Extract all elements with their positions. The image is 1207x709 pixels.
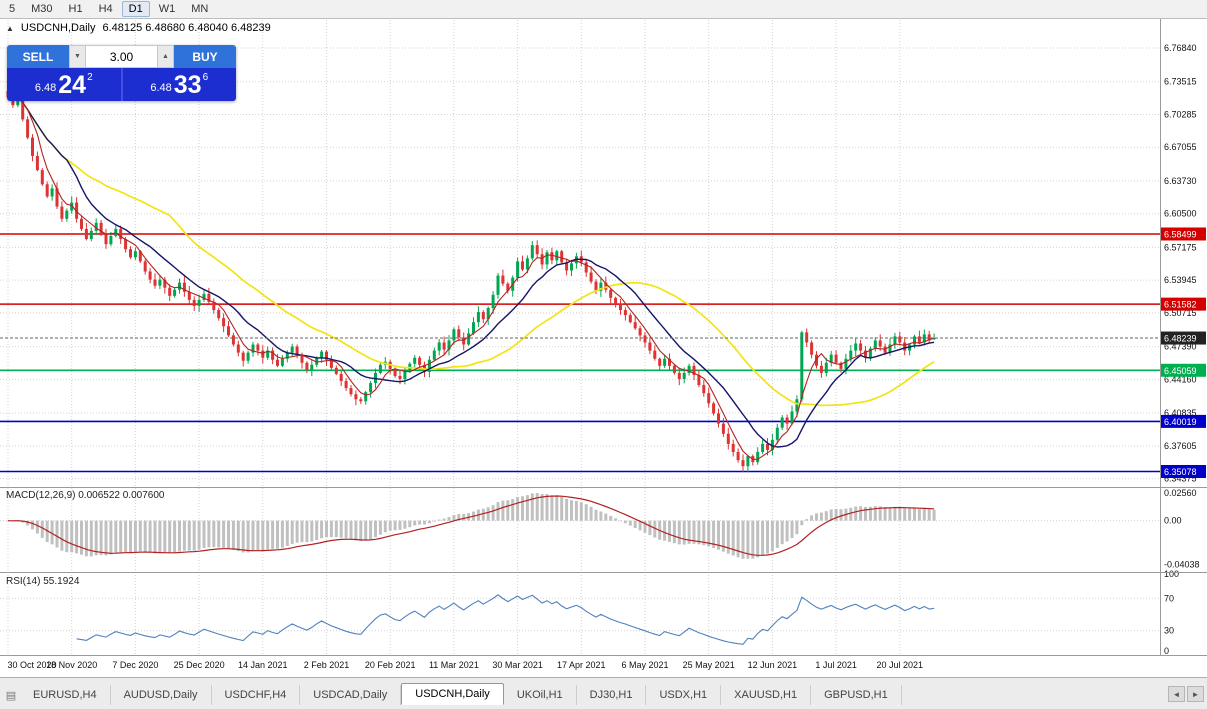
macd-indicator-label: MACD(12,26,9) 0.006522 0.007600 [6, 490, 165, 501]
lot-increase-button[interactable]: ▲ [157, 45, 174, 68]
svg-text:6.63730: 6.63730 [1164, 176, 1197, 186]
timeframe-button-w1[interactable]: W1 [158, 3, 176, 15]
ask-price-prefix: 6.48 [150, 82, 172, 94]
svg-text:6.34375: 6.34375 [1164, 474, 1197, 484]
trade-controls-row: SELL ▼ 3.00 ▲ BUY [7, 45, 236, 68]
svg-text:25 Dec 2020: 25 Dec 2020 [174, 660, 225, 670]
bid-price-prefix: 6.48 [34, 82, 57, 94]
svg-text:6.50715: 6.50715 [1164, 308, 1197, 318]
ask-price-button[interactable]: 6.48 33 6 [123, 68, 237, 101]
chart-header: ▲ USDCNH,Daily 6.48125 6.48680 6.48040 6… [6, 22, 271, 34]
tab-list-icon[interactable]: ▤ [5, 689, 17, 702]
svg-text:30 Mar 2021: 30 Mar 2021 [492, 660, 543, 670]
svg-text:0: 0 [1164, 646, 1169, 656]
bid-price-button[interactable]: 6.48 24 2 [7, 68, 121, 101]
svg-text:11 Mar 2021: 11 Mar 2021 [429, 660, 479, 670]
lot-decrease-button[interactable]: ▼ [69, 45, 86, 68]
svg-text:18 Nov 2020: 18 Nov 2020 [46, 660, 97, 670]
chart-tab-usdcad-daily[interactable]: USDCAD,Daily [300, 685, 402, 705]
chart-tab-usdx-h1[interactable]: USDX,H1 [646, 685, 722, 705]
svg-text:6.40835: 6.40835 [1164, 408, 1197, 418]
svg-text:6.45059: 6.45059 [1164, 366, 1197, 376]
bid-price-pips: 24 [58, 71, 87, 99]
svg-text:6.58499: 6.58499 [1164, 229, 1197, 239]
chart-tab-ukoil-h1[interactable]: UKOil,H1 [504, 685, 577, 705]
svg-text:-0.04038: -0.04038 [1164, 559, 1200, 569]
timeframe-toolbar: 5 M30 H1 H4 D1 W1 MN [0, 0, 1207, 19]
bid-price-point: 2 [87, 72, 93, 83]
svg-text:70: 70 [1164, 593, 1174, 603]
svg-text:6.51582: 6.51582 [1164, 300, 1197, 310]
chart-tab-usdchf-h4[interactable]: USDCHF,H4 [212, 685, 301, 705]
svg-text:100: 100 [1164, 569, 1179, 579]
svg-text:6.76840: 6.76840 [1164, 43, 1197, 53]
chart-tab-gbpusd-h1[interactable]: GBPUSD,H1 [811, 685, 902, 705]
svg-text:14 Jan 2021: 14 Jan 2021 [238, 660, 288, 670]
chart-tab-bar: ▤ EURUSD,H4 AUDUSD,Daily USDCHF,H4 USDCAD,D… [0, 677, 1207, 709]
chart-tab-audusd-daily[interactable]: AUDUSD,Daily [111, 685, 212, 705]
svg-text:6.57175: 6.57175 [1164, 242, 1197, 252]
chart-tab-xauusd-h1[interactable]: XAUUSD,H1 [721, 685, 812, 705]
ask-price-pips: 33 [173, 71, 202, 99]
lot-size-input[interactable]: 3.00 [86, 45, 157, 68]
svg-text:17 Apr 2021: 17 Apr 2021 [557, 660, 606, 670]
tab-scroll-left-button[interactable]: ◄ [1168, 686, 1185, 702]
price-divider [120, 68, 123, 101]
svg-text:6.67055: 6.67055 [1164, 142, 1197, 152]
svg-text:20 Feb 2021: 20 Feb 2021 [365, 660, 416, 670]
timeframe-button-m30[interactable]: M30 [31, 3, 53, 15]
chart-tab-dj30-h1[interactable]: DJ30,H1 [577, 685, 647, 705]
timeframe-button-5[interactable]: 5 [9, 3, 16, 15]
chart-tab-usdcnh-daily[interactable]: USDCNH,Daily [401, 683, 504, 705]
svg-text:6.73515: 6.73515 [1164, 77, 1197, 87]
chart-ohlc-values: 6.48125 6.48680 6.48040 6.48239 [102, 22, 271, 34]
ask-price-point: 6 [202, 72, 209, 83]
svg-text:6 May 2021: 6 May 2021 [621, 660, 668, 670]
one-click-trading-widget: SELL ▼ 3.00 ▲ BUY 6.48 24 2 6.48 33 6 [7, 45, 236, 101]
sell-button[interactable]: SELL [7, 45, 69, 68]
svg-text:6.44160: 6.44160 [1164, 374, 1197, 384]
svg-text:2 Feb 2021: 2 Feb 2021 [304, 660, 350, 670]
svg-text:30: 30 [1164, 626, 1174, 636]
svg-text:7 Dec 2020: 7 Dec 2020 [112, 660, 158, 670]
svg-text:6.37605: 6.37605 [1164, 441, 1197, 451]
timeframe-button-mn[interactable]: MN [191, 3, 209, 15]
svg-text:6.35078: 6.35078 [1164, 467, 1197, 477]
svg-text:20 Jul 2021: 20 Jul 2021 [877, 660, 924, 670]
svg-text:25 May 2021: 25 May 2021 [683, 660, 735, 670]
svg-text:6.48239: 6.48239 [1164, 334, 1197, 344]
svg-text:6.70285: 6.70285 [1164, 109, 1197, 119]
timeframe-button-h1[interactable]: H1 [68, 3, 83, 15]
svg-text:0.00: 0.00 [1164, 516, 1182, 526]
timeframe-button-d1[interactable]: D1 [121, 1, 150, 17]
svg-text:6.40019: 6.40019 [1164, 417, 1197, 427]
trade-prices-row: 6.48 24 2 6.48 33 6 [7, 68, 236, 101]
svg-text:1 Jul 2021: 1 Jul 2021 [815, 660, 857, 670]
svg-text:12 Jun 2021: 12 Jun 2021 [748, 660, 798, 670]
collapse-chart-icon[interactable]: ▲ [6, 23, 14, 33]
svg-text:6.47390: 6.47390 [1164, 342, 1197, 352]
tab-scroll-right-button[interactable]: ► [1187, 686, 1204, 702]
rsi-indicator-label: RSI(14) 55.1924 [6, 576, 80, 587]
chart-symbol-period: USDCNH,Daily [20, 22, 96, 34]
chart-tab-eurusd-h4[interactable]: EURUSD,H4 [20, 685, 111, 705]
svg-text:0.02560: 0.02560 [1164, 488, 1197, 498]
svg-text:6.53945: 6.53945 [1164, 275, 1197, 285]
svg-text:6.60500: 6.60500 [1164, 209, 1197, 219]
timeframe-button-h4[interactable]: H4 [98, 3, 113, 15]
buy-button[interactable]: BUY [174, 45, 236, 68]
chart-tabs: ▤ EURUSD,H4 AUDUSD,Daily USDCHF,H4 USDCAD,D… [2, 683, 1163, 705]
svg-text:30 Oct 2020: 30 Oct 2020 [7, 660, 56, 670]
tab-scroll-controls: ◄ ► [1168, 686, 1204, 702]
